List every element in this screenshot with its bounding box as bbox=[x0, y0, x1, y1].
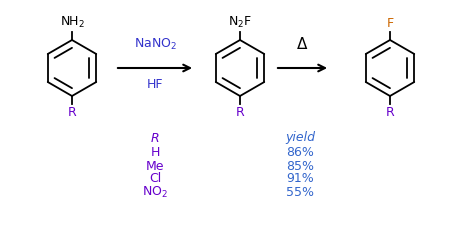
Text: H: H bbox=[150, 146, 160, 159]
Text: R: R bbox=[151, 132, 159, 145]
Text: NaNO$_2$: NaNO$_2$ bbox=[133, 37, 177, 52]
Text: 55%: 55% bbox=[286, 185, 314, 198]
Text: 85%: 85% bbox=[286, 159, 314, 172]
Text: Cl: Cl bbox=[149, 172, 161, 184]
Text: R: R bbox=[386, 106, 394, 119]
Text: Me: Me bbox=[146, 159, 164, 172]
Text: HF: HF bbox=[147, 78, 163, 91]
Text: 91%: 91% bbox=[286, 172, 314, 184]
Text: yield: yield bbox=[285, 132, 315, 145]
Text: N$_2$F: N$_2$F bbox=[228, 15, 252, 30]
Text: NO$_2$: NO$_2$ bbox=[142, 184, 168, 199]
Text: R: R bbox=[68, 106, 76, 119]
Text: R: R bbox=[236, 106, 244, 119]
Text: F: F bbox=[386, 17, 394, 30]
Text: NH$_2$: NH$_2$ bbox=[60, 15, 85, 30]
Text: Δ: Δ bbox=[297, 37, 307, 52]
Text: 86%: 86% bbox=[286, 146, 314, 159]
